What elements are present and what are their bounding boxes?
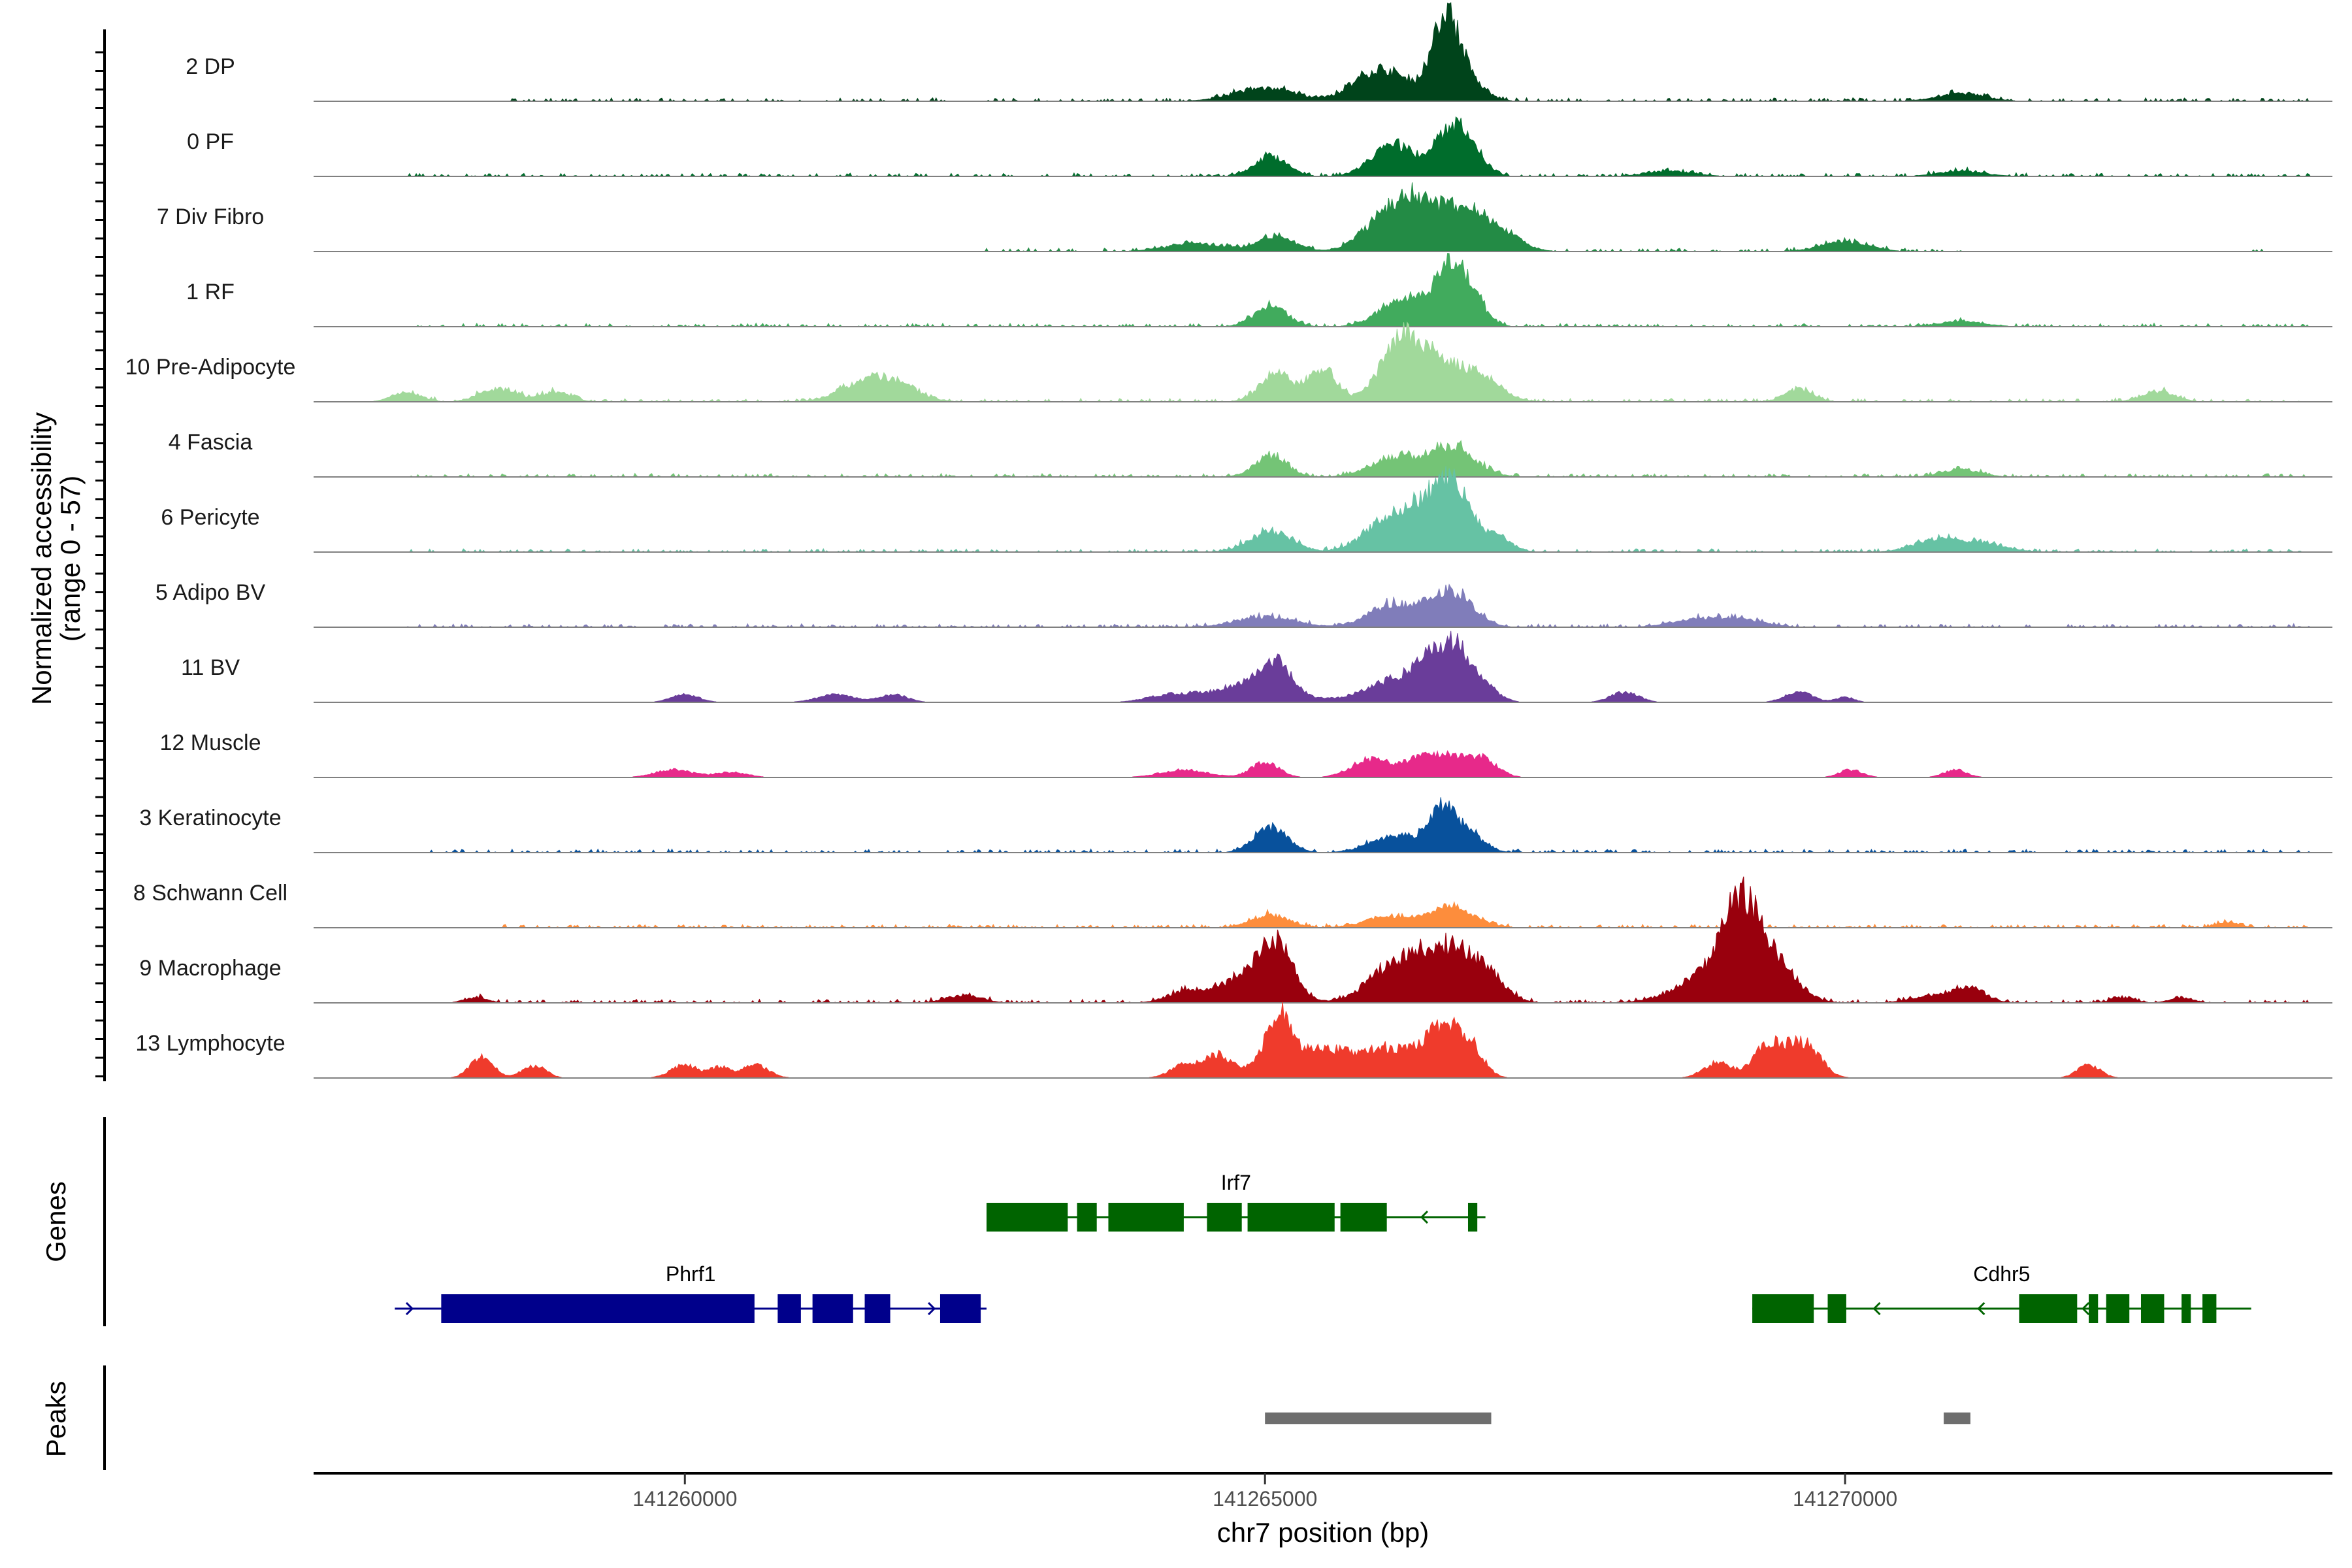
coverage-area [314,749,2332,778]
gene-model: Irf7 [987,1171,1486,1232]
coverage-track: 2 DP [186,2,2332,103]
gene-exon [1467,1203,1478,1232]
track-label: 13 Lymphocyte [135,1031,285,1056]
gene-exon [1247,1203,1335,1232]
coverage-track: 9 Macrophage [139,876,2332,1004]
x-axis-title: chr7 position (bp) [1217,1517,1429,1548]
track-label: 2 DP [186,54,235,79]
coverage-area [314,466,2332,553]
coverage-area [314,2,2332,103]
coverage-track: 13 Lymphocyte [135,1002,2332,1079]
gene-models: Irf7 Phrf1 Cdhr5 [395,1171,2251,1323]
coverage-area [314,321,2332,403]
gene-exon [2181,1294,2191,1323]
gene-exon [777,1294,801,1323]
track-label: 11 BV [181,655,240,680]
peak-region [1944,1413,1970,1424]
coverage-area [314,253,2332,327]
track-label: 0 PF [187,129,234,154]
track-label: 1 RF [186,280,235,304]
coverage-track: 11 BV [181,630,2332,703]
peaks-panel: Peaks [41,1365,1970,1470]
gene-label: Irf7 [1221,1171,1251,1194]
track-label: 4 Fascia [169,430,253,455]
x-tick-label: 141265000 [1213,1487,1317,1511]
strand-arrow [928,1301,936,1316]
peaks-panel-title: Peaks [41,1381,71,1458]
track-label: 6 Pericyte [161,505,259,530]
track-label: 8 Schwann Cell [133,881,287,906]
strand-arrow [2082,1301,2090,1316]
coverage-track: 10 Pre-Adipocyte [125,321,2332,403]
track-label: 7 Div Fibro [157,204,264,229]
strand-arrow [1420,1210,1429,1224]
gene-exon [939,1294,981,1323]
y-axis-range-label: (range 0 - 57) [55,476,86,642]
gene-exon [2089,1294,2099,1323]
coverage-track: 0 PF [187,116,2332,178]
peak-regions [1265,1413,1970,1424]
x-tick-label: 141260000 [632,1487,737,1511]
coverage-area [314,797,2332,854]
gene-exon [2019,1294,2078,1323]
x-tick-label: 141270000 [1793,1487,1897,1511]
gene-label: Cdhr5 [1973,1262,2030,1286]
gene-exon [1752,1294,1814,1323]
gene-exon [2140,1294,2164,1323]
coverage-track: 6 Pericyte [161,466,2332,553]
coverage-area [314,901,2332,928]
gene-exon [1827,1294,1846,1323]
coverage-area [314,630,2332,703]
strand-arrow [405,1301,414,1316]
gene-model: Cdhr5 [1752,1262,2251,1323]
gene-exon [1077,1203,1097,1232]
y-axis-title: Normalized accessibility [26,412,57,705]
coverage-track: 7 Div Fibro [157,182,2332,253]
track-label: 10 Pre-Adipocyte [125,355,296,380]
track-label: 3 Keratinocyte [139,806,281,830]
x-axis-ticks: 141260000 141265000 141270000 [632,1473,1897,1511]
x-axis: 141260000 141265000 141270000 chr7 positio… [314,1472,2332,1548]
genes-panel: Genes Irf7 Phrf1 Cdhr5 [41,1117,2251,1326]
gene-exon [987,1203,1068,1232]
gene-label: Phrf1 [666,1262,715,1286]
gene-exon [864,1294,890,1323]
coverage-track: 12 Muscle [160,730,2332,778]
track-label: 12 Muscle [160,730,261,755]
gene-model: Phrf1 [395,1262,987,1323]
strand-arrow [1872,1301,1881,1316]
coverage-area [314,1002,2332,1079]
coverage-area [314,182,2332,253]
coverage-track: 4 Fascia [169,430,2332,478]
track-label: 9 Macrophage [139,956,281,981]
gene-exon [812,1294,853,1323]
y-axis-ticks [95,51,105,1077]
gene-exon [2202,1294,2217,1323]
coverage-track: 1 RF [186,253,2332,327]
strand-arrow [1977,1301,1985,1316]
coverage-track: 8 Schwann Cell [133,881,2332,928]
coverage-area [314,116,2332,178]
track-label: 5 Adipo BV [155,580,266,605]
coverage-track: 3 Keratinocyte [139,797,2332,854]
gene-exon [1340,1203,1387,1232]
coverage-area [314,583,2332,628]
gene-exon [1108,1203,1184,1232]
gene-exon [441,1294,755,1323]
y-axis: Normalized accessibility (range 0 - 57) [26,29,106,1081]
gene-exon [1207,1203,1242,1232]
gene-exon [2106,1294,2130,1323]
coverage-track: 5 Adipo BV [155,580,2332,628]
coverage-area [314,876,2332,1004]
coverage-area [314,440,2332,478]
peak-region [1265,1413,1492,1424]
coverage-tracks: 2 DP 0 PF 7 Div Fibro 1 RF 10 Pre-Adipocyte 4… [125,2,2332,1079]
genes-panel-title: Genes [41,1181,71,1262]
